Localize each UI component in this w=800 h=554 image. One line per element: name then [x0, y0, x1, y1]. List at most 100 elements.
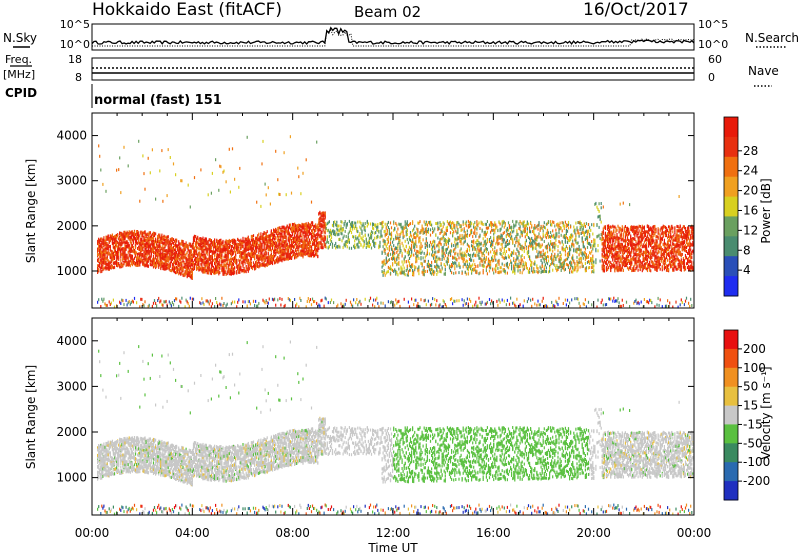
range-cell — [157, 237, 159, 241]
range-cell — [267, 238, 269, 242]
range-cell — [282, 240, 284, 244]
range-cell — [229, 250, 231, 254]
range-cell — [98, 248, 100, 252]
range-cell — [301, 249, 303, 253]
range-cell — [200, 246, 202, 250]
noise-trace — [91, 26, 695, 45]
range-cell — [216, 253, 218, 257]
range-cell — [215, 242, 217, 246]
range-cell — [297, 166, 299, 170]
range-cell — [189, 273, 191, 277]
range-cell — [389, 271, 392, 275]
range-cell — [156, 258, 158, 262]
range-cell — [148, 249, 150, 253]
range-cell — [321, 230, 323, 234]
range-cell — [242, 257, 244, 260]
range-cell — [124, 252, 126, 256]
range-cell — [288, 223, 290, 227]
range-cell — [258, 254, 260, 258]
range-cell — [268, 262, 270, 266]
range-cell — [314, 229, 316, 233]
range-cell — [227, 246, 229, 249]
range-cell — [424, 227, 426, 231]
range-cell — [258, 301, 260, 305]
range-cell — [178, 268, 180, 272]
range-cell — [383, 247, 385, 251]
range-cell — [106, 247, 108, 251]
range-cell — [239, 239, 241, 243]
range-cell — [399, 247, 401, 251]
range-cell — [145, 249, 147, 253]
range-cell — [124, 248, 126, 251]
range-cell — [281, 259, 283, 263]
range-cell — [262, 298, 264, 302]
range-cell — [431, 302, 433, 306]
range-cell — [180, 263, 182, 267]
range-cell — [231, 241, 234, 245]
range-cell — [204, 269, 206, 273]
range-cell — [405, 230, 407, 234]
range-cell — [408, 268, 411, 272]
range-cell — [397, 242, 399, 246]
range-cell — [134, 254, 137, 258]
range-cell — [402, 263, 404, 267]
range-cell — [241, 251, 243, 255]
range-cell — [240, 242, 242, 246]
range-cell — [215, 267, 217, 271]
range-cell — [306, 239, 308, 243]
range-cell — [239, 270, 241, 274]
range-cell — [421, 262, 423, 266]
range-cell — [228, 240, 230, 244]
range-cell — [199, 253, 201, 257]
range-cell — [180, 300, 182, 304]
range-cell — [269, 202, 271, 206]
range-cell — [263, 300, 265, 304]
range-cell — [390, 257, 393, 261]
range-cell — [219, 247, 221, 251]
range-cell — [409, 233, 412, 237]
range-cell — [140, 251, 142, 254]
range-cell — [239, 263, 241, 267]
range-cell — [320, 237, 322, 241]
range-cell — [378, 246, 380, 249]
range-cell — [269, 238, 271, 242]
range-cell — [122, 263, 124, 267]
range-cell — [250, 262, 252, 266]
range-cell — [108, 265, 110, 269]
range-cell — [276, 248, 278, 252]
range-cell — [178, 240, 180, 244]
range-cell — [324, 231, 326, 235]
range-cell — [192, 261, 195, 265]
range-cell — [362, 223, 364, 227]
range-cell — [256, 238, 258, 242]
range-cell — [198, 247, 200, 251]
range-cell — [374, 305, 376, 309]
range-cell — [214, 253, 216, 257]
range-cell — [106, 251, 108, 255]
range-cell — [164, 249, 166, 253]
range-cell — [121, 236, 123, 240]
range-cell — [355, 221, 357, 225]
range-cell — [121, 298, 123, 302]
range-cell — [417, 234, 419, 238]
range-cell — [97, 268, 99, 272]
range-cell — [171, 238, 173, 241]
range-cell — [158, 233, 160, 237]
range-cell — [225, 256, 227, 260]
range-cell — [111, 250, 113, 254]
range-cell — [426, 264, 428, 268]
range-cell — [153, 299, 156, 303]
range-cell — [279, 297, 281, 301]
range-cell — [185, 243, 187, 247]
range-cell — [130, 230, 132, 234]
range-cell — [339, 238, 341, 241]
range-cell — [426, 223, 428, 227]
range-cell — [374, 236, 376, 240]
range-cell — [203, 252, 205, 256]
range-cell — [399, 245, 401, 248]
range-cell — [261, 248, 263, 252]
range-cell — [218, 188, 220, 192]
range-cell — [245, 245, 247, 249]
range-cell — [147, 239, 149, 243]
range-cell — [306, 243, 308, 247]
